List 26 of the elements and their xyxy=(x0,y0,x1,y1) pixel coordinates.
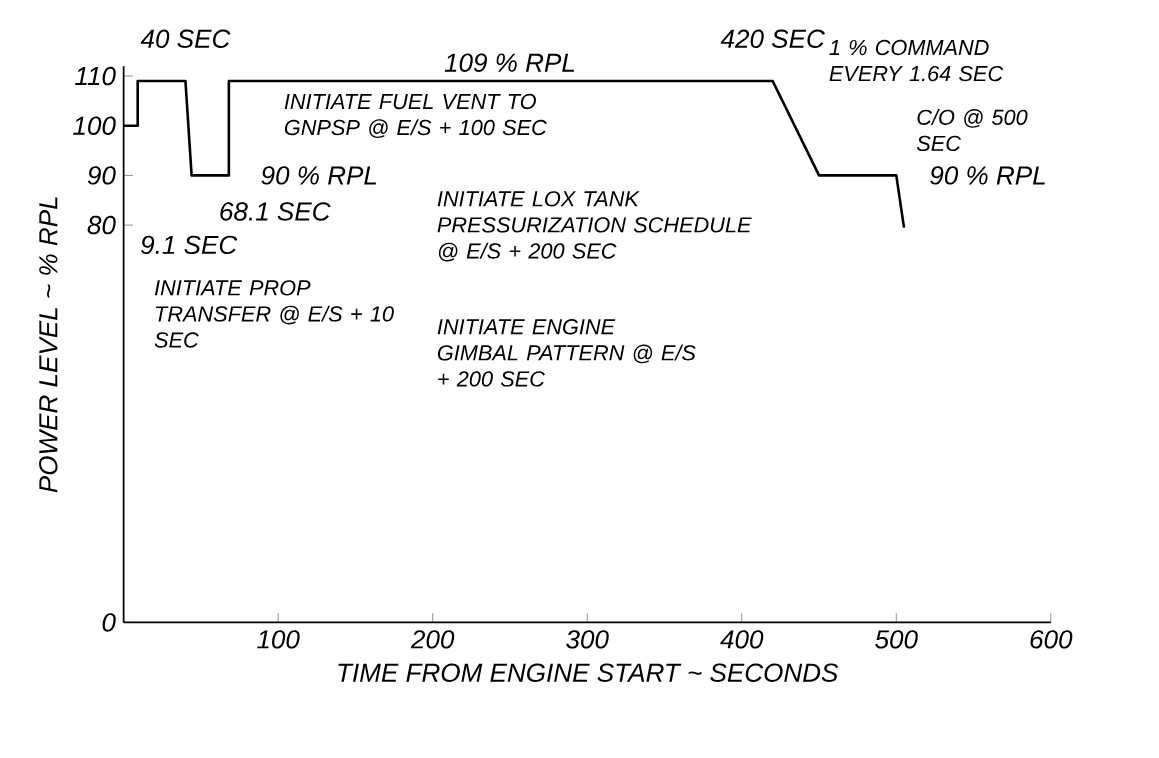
y-tick-label: 0 xyxy=(102,613,116,632)
x-tick-label: 200 xyxy=(410,629,455,649)
annotation: 68.1 SEC xyxy=(220,202,331,221)
y-tick-label: 80 xyxy=(87,215,116,235)
annotation: INITIATE LOX TANK PRESSURIZATION SCHEDULE @ E/S + 200 SEC xyxy=(437,190,752,262)
annotation: INITIATE ENGINE GIMBAL PATTERN @ E/S + 200 SEC xyxy=(437,318,696,387)
annotation: 90 % RPL xyxy=(930,165,1045,185)
annotation: 40 SEC xyxy=(140,29,231,48)
x-tick-label: 600 xyxy=(1030,629,1073,649)
annotation: INITIATE FUEL VENT TO GNPSP @ E/S + 100 SEC xyxy=(284,93,547,138)
y-tick-label: 90 xyxy=(87,165,116,185)
annotation: INITIATE PROP TRANSFER @ E/S + 10 SEC xyxy=(154,279,394,348)
y-tick-label: 110 xyxy=(75,66,116,86)
x-tick-label: 400 xyxy=(720,629,764,649)
annotation: 1 % COMMAND EVERY 1.64 SEC xyxy=(829,39,1004,82)
x-tick-label: 100 xyxy=(257,629,300,649)
annotation: 420 SEC xyxy=(720,29,825,48)
x-tick-label: 300 xyxy=(566,629,609,649)
y-tick-label: 100 xyxy=(73,116,116,135)
x-axis-title: TIME FROM ENGINE START ~ SECONDS xyxy=(338,663,839,682)
annotation: C/O @ 500 SEC xyxy=(916,108,1028,151)
x-tick-label: 500 xyxy=(875,629,918,649)
y-axis-title: POWER LEVEL ~ % RPL xyxy=(39,197,58,493)
annotation: 109 % RPL xyxy=(444,53,575,72)
annotation: 90 % RPL xyxy=(261,165,377,185)
annotation: 9.1 SEC xyxy=(141,235,238,254)
